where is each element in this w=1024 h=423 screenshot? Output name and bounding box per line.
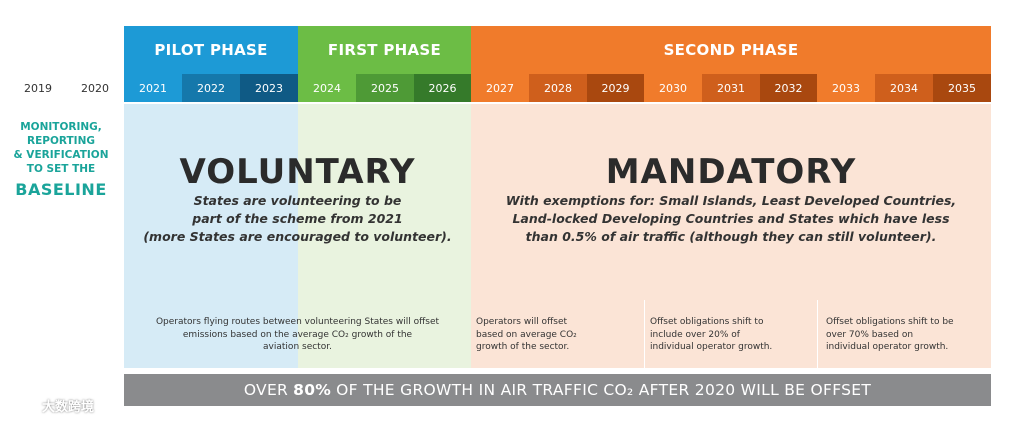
second-panel — [471, 104, 991, 368]
year-2021: 2021 — [124, 74, 182, 102]
year-2023: 2023 — [240, 74, 298, 102]
note-average-routes: Operators flying routes between voluntee… — [124, 316, 471, 354]
note-line: based on average CO₂ — [476, 329, 577, 340]
note-line: aviation sector. — [263, 342, 332, 352]
mandatory-title: MANDATORY — [605, 152, 857, 192]
baseline-note-line: TO SET THE — [26, 163, 96, 175]
pilot-phase-header: PILOT PHASE — [124, 26, 298, 74]
first-panel — [298, 104, 471, 368]
baseline-note-line: MONITORING, — [20, 121, 102, 133]
year-2034: 2034 — [875, 74, 933, 102]
voluntary-line: part of the scheme from 2021 — [192, 211, 403, 226]
year-2019: 2019 — [24, 81, 52, 95]
first-phase-header: FIRST PHASE — [298, 26, 471, 74]
divider-2030 — [644, 300, 645, 368]
baseline-note: MONITORING, REPORTING & VERIFICATION TO … — [8, 120, 114, 176]
pilot-phase-label: PILOT PHASE — [154, 41, 268, 59]
year-2020: 2020 — [81, 81, 109, 95]
year-2035: 2035 — [933, 74, 991, 102]
second-phase-header: SECOND PHASE — [471, 26, 991, 74]
baseline-word: BASELINE — [15, 180, 107, 199]
note-line: emissions based on the average CO₂ growt… — [182, 329, 413, 340]
year-2025: 2025 — [356, 74, 414, 102]
second-phase-label: SECOND PHASE — [663, 41, 799, 59]
banner-suffix: OF THE GROWTH IN AIR TRAFFIC CO₂ AFTER 2… — [336, 381, 872, 399]
note-line: include over 20% of — [650, 329, 740, 340]
year-2026: 2026 — [414, 74, 471, 102]
year-2028: 2028 — [529, 74, 587, 102]
note-line: growth of the sector. — [476, 342, 570, 352]
voluntary-line: (more States are encouraged to volunteer… — [143, 229, 452, 244]
watermark-text: 大数跨境 — [42, 399, 95, 415]
baseline-note-line: REPORTING — [27, 135, 95, 147]
banner-highlight: 80% — [293, 381, 332, 399]
voluntary-title: VOLUNTARY — [179, 152, 416, 192]
note-line: individual operator growth. — [826, 342, 949, 352]
offset-banner: OVER 80% OF THE GROWTH IN AIR TRAFFIC CO… — [124, 374, 991, 406]
note-line: Operators flying routes between voluntee… — [155, 317, 440, 327]
pilot-panel — [124, 104, 298, 368]
baseline-note-line: & VERIFICATION — [13, 149, 109, 161]
year-2032: 2032 — [760, 74, 817, 102]
mandatory-line: Land-locked Developing Countries and Sta… — [512, 211, 950, 226]
note-line: Operators will offset — [476, 317, 568, 327]
mandatory-description: With exemptions for: Small Islands, Leas… — [471, 192, 991, 246]
note-shift-70: Offset obligations shift to be over 70% … — [826, 316, 986, 354]
note-shift-20: Offset obligations shift to include over… — [650, 316, 810, 354]
year-2033: 2033 — [817, 74, 875, 102]
year-2027: 2027 — [471, 74, 529, 102]
first-phase-label: FIRST PHASE — [327, 41, 442, 59]
divider-2033 — [817, 300, 818, 368]
mandatory-line: than 0.5% of air traffic (although they … — [525, 229, 937, 244]
note-line: Offset obligations shift to be — [826, 317, 954, 327]
note-line: individual operator growth. — [650, 342, 773, 352]
mandatory-line: With exemptions for: Small Islands, Leas… — [505, 193, 957, 208]
banner-prefix: OVER — [243, 381, 289, 399]
year-2031: 2031 — [702, 74, 760, 102]
note-line: Offset obligations shift to — [650, 317, 764, 327]
year-2030: 2030 — [644, 74, 702, 102]
note-average-sector: Operators will offset based on average C… — [476, 316, 636, 354]
voluntary-line: States are volunteering to be — [193, 193, 402, 208]
year-2024: 2024 — [298, 74, 356, 102]
note-line: over 70% based on — [826, 329, 914, 340]
year-2022: 2022 — [182, 74, 240, 102]
watermark-logo-icon — [8, 394, 38, 416]
watermark: 大数跨境 — [8, 394, 94, 416]
voluntary-description: States are volunteering to be part of th… — [124, 192, 471, 246]
year-2029: 2029 — [587, 74, 644, 102]
